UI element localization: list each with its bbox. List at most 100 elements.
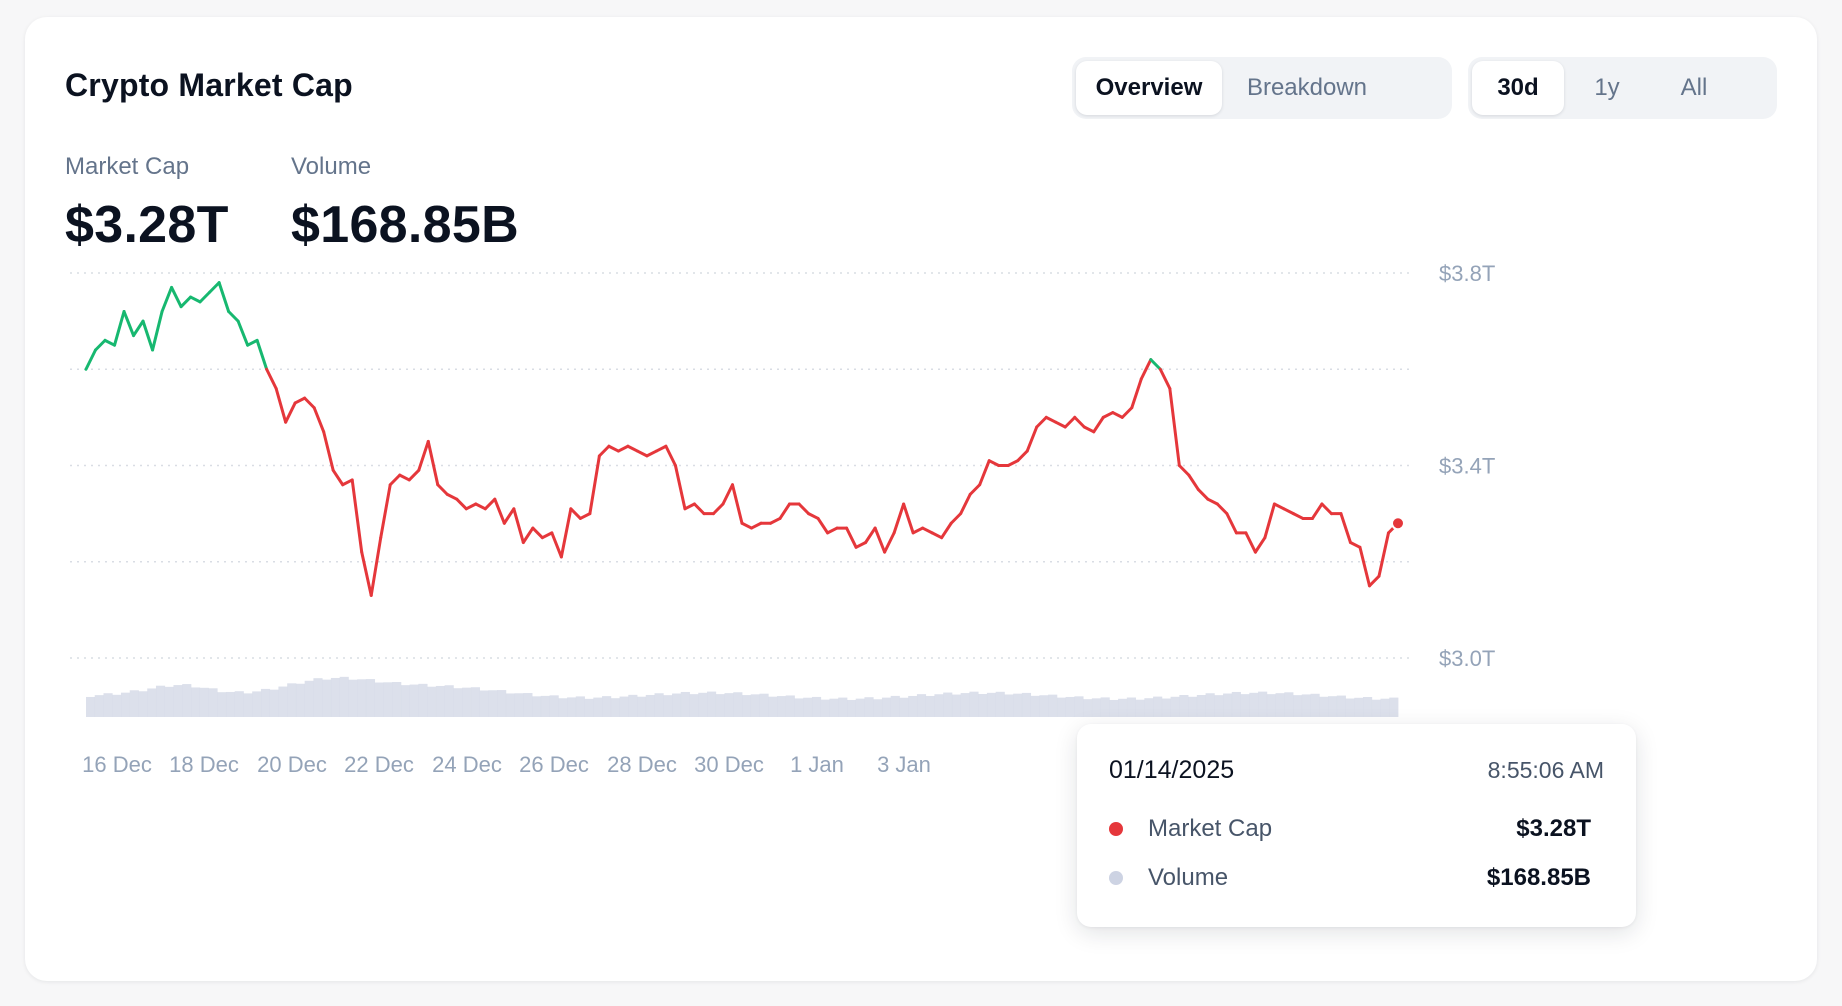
market-cap-line-segment bbox=[778, 502, 792, 520]
volume-bar bbox=[1328, 696, 1338, 717]
volume-bar bbox=[1083, 699, 1093, 717]
market-cap-line-segment bbox=[930, 531, 944, 540]
volume-bar bbox=[1214, 695, 1224, 717]
volume-bar bbox=[698, 692, 708, 717]
market-cap-line-segment bbox=[483, 497, 497, 511]
market-cap-line-segment bbox=[341, 478, 354, 487]
tab-overview[interactable]: Overview bbox=[1076, 61, 1222, 115]
volume-bar bbox=[680, 691, 690, 717]
volume-bar bbox=[663, 695, 673, 717]
volume-bar bbox=[1223, 693, 1233, 717]
market-cap-line-segment bbox=[740, 521, 754, 530]
market-cap-line-segment bbox=[293, 396, 307, 405]
market-cap-chart[interactable]: $3.8T $3.4T $3.0T 16 Dec 18 Dec 20 Dec 22 Dec 2… bbox=[25, 17, 1817, 981]
volume-bar bbox=[1266, 694, 1276, 717]
market-cap-line-segment bbox=[854, 541, 868, 549]
range-all-button[interactable]: All bbox=[1680, 74, 1708, 101]
volume-bar bbox=[1371, 699, 1381, 717]
market-cap-line-segment bbox=[730, 483, 744, 525]
volume-bar bbox=[348, 679, 358, 717]
market-cap-line-segment bbox=[132, 319, 145, 338]
volume-bar bbox=[925, 695, 935, 717]
volume-bar bbox=[969, 691, 979, 717]
x-tick-label: 16 Dec bbox=[82, 752, 152, 777]
volume-bar bbox=[1336, 695, 1346, 717]
market-cap-card: Crypto Market Cap Overview Breakdown 30d… bbox=[25, 17, 1817, 981]
tab-breakdown[interactable]: Breakdown bbox=[1246, 74, 1368, 101]
market-cap-line-segment bbox=[607, 444, 620, 453]
range-30d-button[interactable]: 30d bbox=[1472, 61, 1564, 115]
volume-bar bbox=[1363, 696, 1373, 717]
x-tick-label: 1 Jan bbox=[790, 752, 844, 777]
volume-bar bbox=[1231, 691, 1241, 717]
volume-bar bbox=[846, 699, 857, 717]
market-cap-line-segment bbox=[274, 387, 288, 424]
market-cap-line-segment bbox=[1044, 415, 1058, 424]
volume-bar bbox=[330, 677, 341, 717]
volume-bar bbox=[129, 690, 139, 717]
volume-bar bbox=[1153, 696, 1163, 717]
volume-bar bbox=[899, 697, 909, 717]
market-cap-line-segment bbox=[255, 338, 269, 371]
market-cap-line-segment bbox=[502, 507, 516, 525]
volume-bar bbox=[523, 693, 533, 717]
volume-bar bbox=[1275, 693, 1285, 717]
market-cap-line-segment bbox=[1215, 502, 1229, 516]
market-cap-line-segment bbox=[892, 502, 906, 535]
market-cap-line-segment bbox=[426, 439, 440, 487]
volume-bar bbox=[103, 693, 113, 717]
market-cap-line-segment bbox=[1206, 497, 1219, 506]
volume-bar bbox=[1179, 694, 1189, 717]
volume-bar bbox=[567, 697, 577, 717]
volume-bar bbox=[435, 685, 446, 717]
volume-bar bbox=[1074, 696, 1084, 717]
volume-bar bbox=[234, 691, 244, 717]
volume-bar bbox=[960, 693, 970, 717]
volume-bar bbox=[1056, 697, 1067, 717]
market-cap-line-segment bbox=[474, 502, 487, 511]
volume-bar bbox=[916, 694, 927, 717]
volume-bar bbox=[462, 687, 472, 717]
volume-bar bbox=[724, 693, 734, 717]
volume-bar bbox=[1048, 694, 1058, 717]
y-tick-label: $3.4T bbox=[1439, 454, 1495, 479]
market-cap-line-segment bbox=[1082, 425, 1096, 434]
market-cap-line-segment bbox=[968, 483, 982, 496]
market-cap-line-segment bbox=[407, 468, 421, 482]
market-cap-line-segment bbox=[303, 396, 316, 410]
market-cap-line-segment bbox=[559, 507, 573, 559]
volume-bar bbox=[602, 696, 612, 717]
market-cap-line-segment bbox=[711, 502, 725, 516]
market-cap-line-segment bbox=[1291, 512, 1305, 520]
market-cap-line-segment bbox=[940, 521, 953, 540]
volume-bar bbox=[357, 679, 367, 717]
volume-bar bbox=[514, 693, 524, 717]
market-cap-line-segment bbox=[246, 338, 259, 347]
volume-bar bbox=[427, 686, 437, 717]
market-cap-line-segment bbox=[512, 507, 525, 544]
volume-bar bbox=[995, 691, 1005, 717]
volume-bar bbox=[619, 696, 629, 717]
volume-bar bbox=[575, 696, 585, 717]
market-cap-line-segment bbox=[312, 406, 326, 434]
market-cap-line-segment bbox=[1244, 531, 1257, 554]
volume-bar bbox=[855, 698, 865, 717]
volume-bar bbox=[811, 696, 822, 717]
volume-bar bbox=[1249, 692, 1259, 717]
volume-bar bbox=[584, 698, 594, 717]
range-1y-button[interactable]: 1y bbox=[1594, 74, 1620, 101]
market-cap-line-segment bbox=[873, 526, 887, 554]
volume-bar bbox=[252, 691, 262, 717]
tooltip-volume-label: Volume bbox=[1148, 864, 1229, 891]
volume-bar bbox=[759, 693, 769, 717]
market-cap-line-segment bbox=[227, 310, 240, 323]
market-cap-line-segment bbox=[921, 526, 934, 535]
volume-bar bbox=[1065, 696, 1075, 717]
volume-bar bbox=[715, 694, 725, 717]
market-cap-line-segment bbox=[122, 310, 136, 338]
volume-bar bbox=[637, 696, 647, 717]
market-cap-line-segment bbox=[911, 526, 925, 535]
market-cap-line-segment bbox=[1120, 406, 1134, 419]
market-cap-line-segment bbox=[1225, 512, 1238, 535]
market-cap-line-segment bbox=[493, 497, 506, 525]
